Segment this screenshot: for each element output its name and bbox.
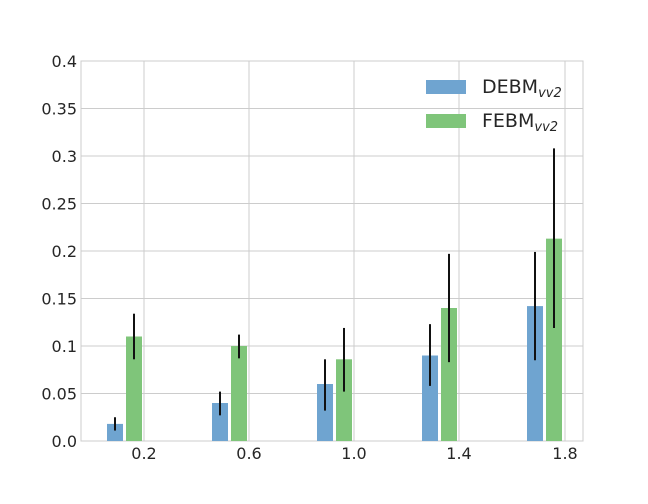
bar-debm xyxy=(422,355,438,441)
bar-febm xyxy=(336,359,352,441)
bar-debm xyxy=(527,306,543,441)
y-tick-label: 0.15 xyxy=(41,290,77,309)
legend-label-debm: DEBMvv2 xyxy=(482,76,562,101)
grid-lines xyxy=(81,60,583,442)
bar-debm xyxy=(317,384,333,441)
bar-febm xyxy=(546,238,562,441)
legend: DEBMvv2 FEBMvv2 xyxy=(426,76,562,135)
error-bars-group xyxy=(114,148,555,431)
x-tick-label: 0.2 xyxy=(131,444,156,463)
y-tick-label: 0.35 xyxy=(41,100,77,119)
x-tick-label: 1.8 xyxy=(552,444,577,463)
bar-febm xyxy=(126,336,142,441)
y-tick-label: 0.1 xyxy=(52,337,77,356)
bars-group xyxy=(107,238,562,441)
y-tick-label: 0.2 xyxy=(52,242,77,261)
x-tick-label: 1.4 xyxy=(446,444,471,463)
y-tick-label: 0.25 xyxy=(41,195,77,214)
x-axis-ticks: 0.2 0.6 1.0 1.4 1.8 xyxy=(131,444,577,463)
x-tick-label: 1.0 xyxy=(341,444,366,463)
bar-debm xyxy=(107,423,123,441)
legend-label-febm: FEBMvv2 xyxy=(482,110,558,135)
y-tick-label: 0.05 xyxy=(41,385,77,404)
y-tick-label: 0.4 xyxy=(52,52,77,71)
y-axis-ticks: 0.0 0.05 0.1 0.15 0.2 0.25 0.3 0.35 0.4 xyxy=(41,52,77,451)
x-tick-label: 0.6 xyxy=(236,444,261,463)
y-tick-label: 0.0 xyxy=(52,432,77,451)
bar-febm xyxy=(441,308,457,441)
y-tick-label: 0.3 xyxy=(52,147,77,166)
bar-debm xyxy=(212,403,228,441)
bar-febm xyxy=(231,346,247,441)
legend-swatch-febm xyxy=(426,114,466,128)
legend-swatch-debm xyxy=(426,80,466,94)
